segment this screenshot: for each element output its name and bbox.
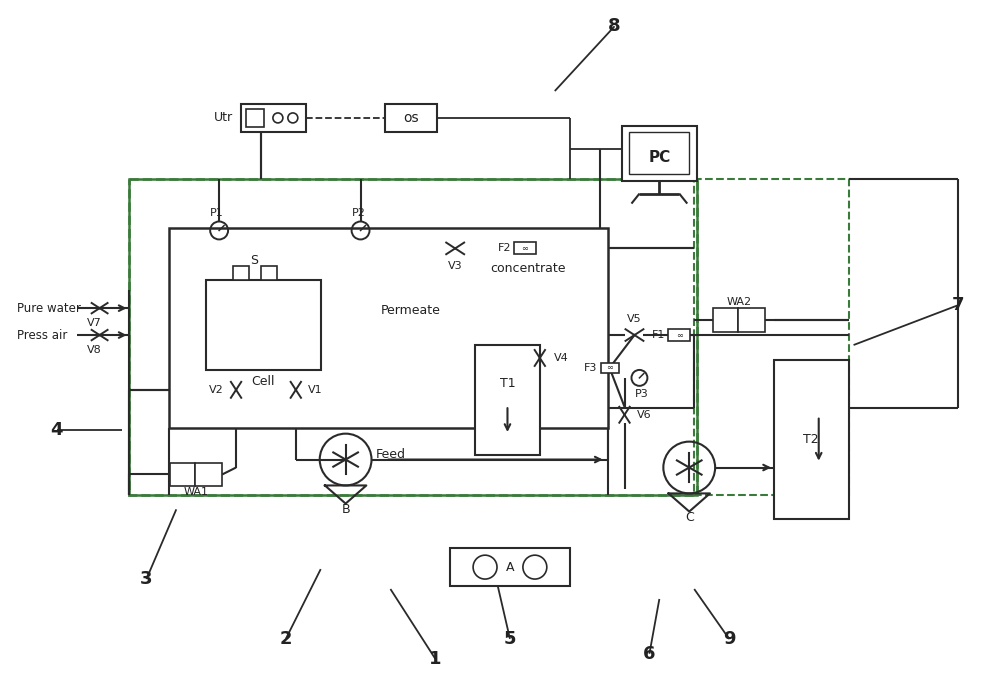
Text: C: C <box>685 511 694 524</box>
Bar <box>629 132 689 174</box>
Text: 9: 9 <box>723 630 735 648</box>
Bar <box>170 463 195 487</box>
Text: P2: P2 <box>352 207 366 218</box>
Text: 3: 3 <box>140 570 153 588</box>
Bar <box>169 228 608 427</box>
Bar <box>694 179 849 496</box>
Text: 1: 1 <box>429 650 442 667</box>
Text: A: A <box>506 560 514 574</box>
Bar <box>713 308 738 332</box>
Text: Feed: Feed <box>375 448 405 461</box>
Bar <box>206 280 321 370</box>
Bar <box>622 126 697 181</box>
Text: PC: PC <box>648 150 670 165</box>
Text: Pure water: Pure water <box>17 301 81 315</box>
Bar <box>233 267 249 280</box>
Text: F1: F1 <box>652 330 665 340</box>
Bar <box>246 109 264 127</box>
Bar <box>450 548 570 586</box>
Text: Cell: Cell <box>252 375 275 388</box>
Text: 8: 8 <box>608 17 621 35</box>
Bar <box>601 363 619 373</box>
Bar <box>195 463 222 487</box>
Text: Permeate: Permeate <box>380 303 440 317</box>
Text: Utr: Utr <box>214 111 233 125</box>
Text: V8: V8 <box>87 345 102 355</box>
Text: V6: V6 <box>636 410 651 420</box>
Text: V4: V4 <box>554 353 569 363</box>
Bar <box>129 179 697 496</box>
Bar <box>668 329 690 341</box>
Text: 6: 6 <box>643 644 656 663</box>
Text: F2: F2 <box>497 244 511 253</box>
Text: T1: T1 <box>500 377 515 390</box>
Text: os: os <box>404 111 419 125</box>
Text: T2: T2 <box>803 433 819 446</box>
Text: B: B <box>341 503 350 516</box>
Bar <box>514 242 536 255</box>
Text: F3: F3 <box>584 363 598 373</box>
Text: ∞: ∞ <box>676 331 683 340</box>
Text: Press air: Press air <box>17 329 67 342</box>
Text: V3: V3 <box>448 261 462 271</box>
Text: concentrate: concentrate <box>490 262 566 275</box>
Text: WA2: WA2 <box>726 297 752 307</box>
Bar <box>774 360 849 519</box>
Text: V2: V2 <box>209 385 224 395</box>
Text: ∞: ∞ <box>606 363 613 372</box>
Bar <box>475 345 540 454</box>
Text: S: S <box>250 254 258 267</box>
Text: 2: 2 <box>280 630 292 648</box>
Text: P3: P3 <box>635 389 648 399</box>
Bar <box>241 104 306 132</box>
Bar <box>129 179 697 496</box>
Text: WA1: WA1 <box>184 487 209 498</box>
Text: 7: 7 <box>952 296 964 314</box>
Text: 4: 4 <box>51 420 63 438</box>
Bar <box>385 104 437 132</box>
Text: V7: V7 <box>87 318 102 328</box>
Text: V1: V1 <box>308 385 322 395</box>
Bar <box>261 267 277 280</box>
Text: P1: P1 <box>210 207 224 218</box>
Bar <box>738 308 765 332</box>
Text: 5: 5 <box>504 630 516 648</box>
Text: ∞: ∞ <box>521 244 528 253</box>
Text: V5: V5 <box>627 314 642 324</box>
